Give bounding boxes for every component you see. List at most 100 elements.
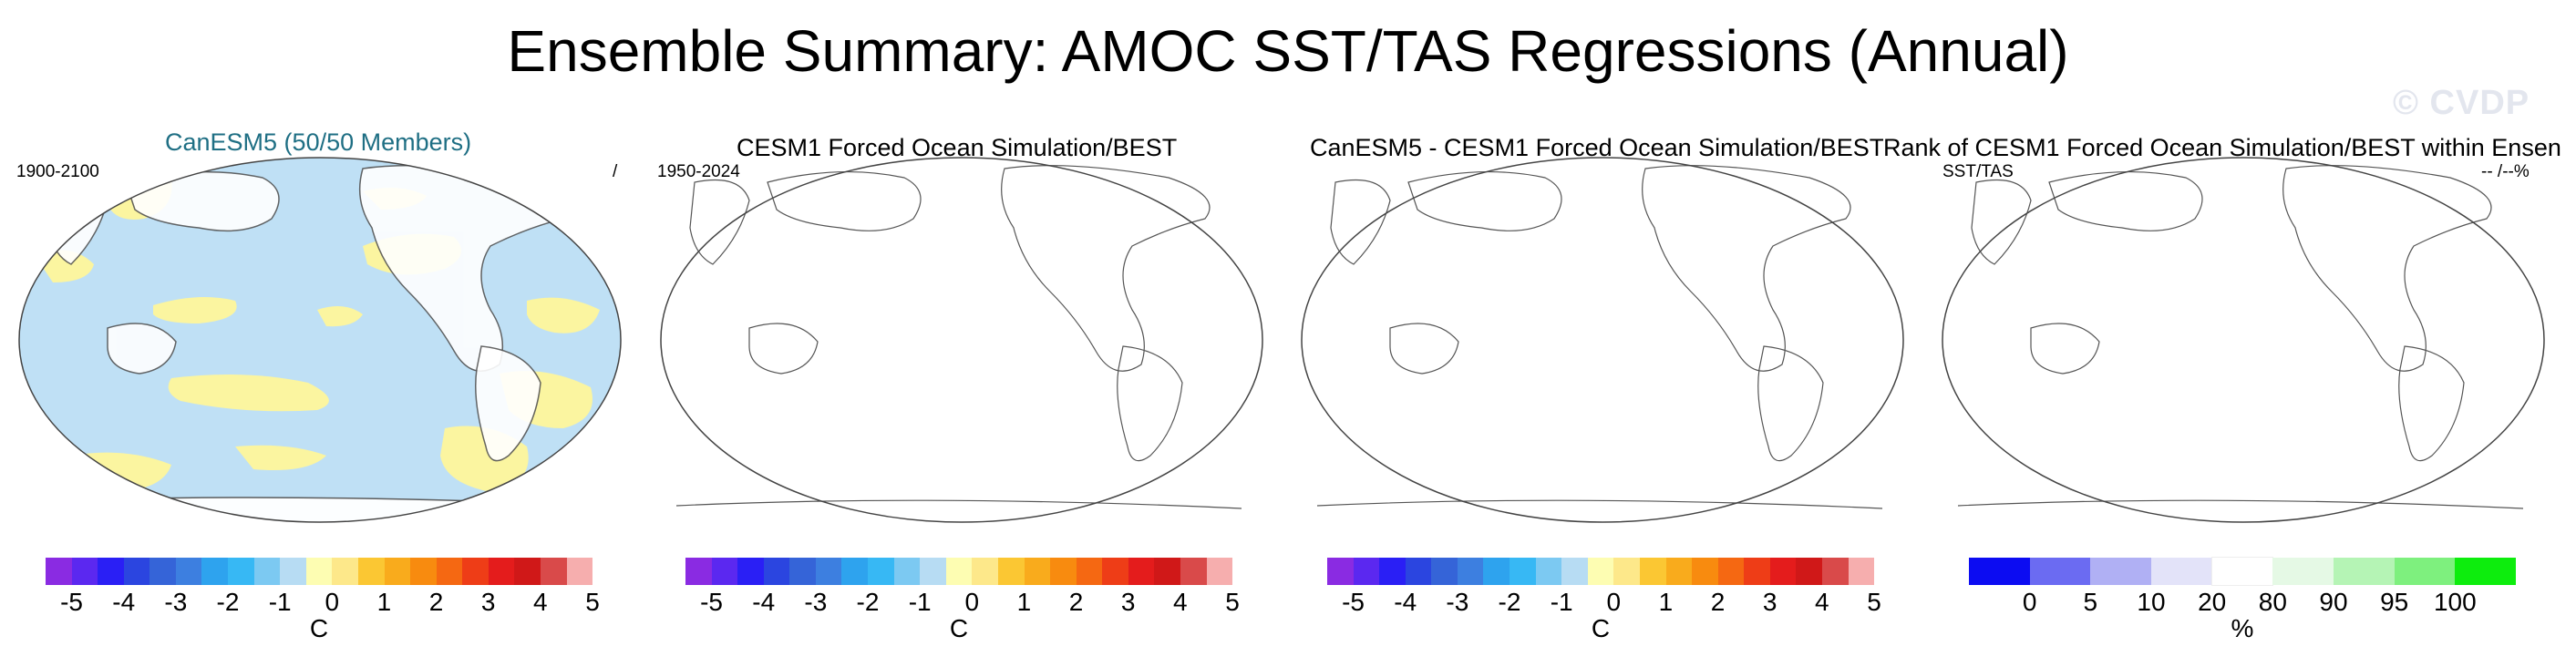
colorbar-swatch bbox=[1717, 558, 1745, 585]
colorbar-swatch bbox=[1050, 558, 1077, 585]
colorbar-swatch bbox=[1769, 558, 1797, 585]
panel-1-colorbar-unit: C bbox=[309, 614, 329, 642]
colorbar-swatch bbox=[71, 558, 98, 585]
colorbar-swatch bbox=[763, 558, 790, 585]
colorbar-swatch bbox=[488, 558, 515, 585]
colorbar-swatch bbox=[305, 558, 333, 585]
colorbar-swatch bbox=[1510, 558, 1536, 585]
colorbar-swatch bbox=[2334, 558, 2395, 585]
colorbar-swatch bbox=[1327, 558, 1354, 585]
colorbar-swatch bbox=[711, 558, 738, 585]
panel-1-tick-label: -2 bbox=[216, 588, 240, 616]
colorbar-swatch bbox=[175, 558, 202, 585]
panel-2-tick-label: 5 bbox=[1225, 588, 1240, 616]
colorbar-swatch bbox=[2210, 557, 2274, 586]
colorbar-swatch bbox=[1692, 558, 1718, 585]
panel-1-tick-label: -3 bbox=[164, 588, 188, 616]
colorbar-swatch bbox=[46, 558, 72, 585]
figure-title: Ensemble Summary: AMOC SST/TAS Regressio… bbox=[507, 18, 2069, 84]
panel-4-tick-label: 90 bbox=[2319, 588, 2348, 616]
colorbar-swatch bbox=[1587, 558, 1614, 585]
colorbar-swatch bbox=[1639, 558, 1666, 585]
panel-3-tick-label: 4 bbox=[1815, 588, 1829, 616]
colorbar-swatch bbox=[1665, 558, 1693, 585]
panel-1-tick-label: 2 bbox=[428, 588, 444, 616]
panel-2-tick-label: -2 bbox=[856, 588, 880, 616]
panel-3-title: CanESM5 - CESM1 Forced Ocean Simulation/… bbox=[1310, 134, 1885, 161]
colorbar-swatch bbox=[123, 558, 150, 585]
panel-2-tick-label: -1 bbox=[908, 588, 932, 616]
colorbar-swatch bbox=[1102, 558, 1128, 585]
colorbar-swatch bbox=[436, 558, 463, 585]
panel-4-colorbar-unit: % bbox=[2231, 614, 2254, 642]
colorbar-swatch bbox=[1379, 558, 1406, 585]
colorbar-swatch bbox=[815, 558, 842, 585]
colorbar-swatch bbox=[1180, 558, 1207, 585]
colorbar-swatch bbox=[2394, 558, 2456, 585]
colorbar-swatch bbox=[332, 558, 358, 585]
panel-4-left-label: SST/TAS bbox=[1942, 162, 2014, 181]
colorbar-swatch bbox=[997, 558, 1025, 585]
panel-3-tick-label: 1 bbox=[1658, 588, 1674, 616]
panel-1-title: CanESM5 (50/50 Members) bbox=[165, 128, 472, 156]
panel-1-period-label: 1900-2100 bbox=[16, 162, 99, 181]
colorbar-swatch bbox=[1154, 558, 1180, 585]
colorbar-swatch bbox=[357, 558, 385, 585]
colorbar-swatch bbox=[566, 558, 593, 585]
panel-3-tick-label: -1 bbox=[1550, 588, 1573, 616]
colorbar-swatch bbox=[1969, 558, 2030, 585]
panel-3-tick-label: 2 bbox=[1710, 588, 1726, 616]
cvdp-watermark: © CVDP bbox=[2393, 84, 2530, 122]
colorbar-swatch bbox=[868, 558, 894, 585]
panel-4-tick-label: 80 bbox=[2258, 588, 2287, 616]
colorbar-swatch bbox=[945, 558, 973, 585]
panel-3-tick-label: 5 bbox=[1867, 588, 1881, 616]
panel-2-tick-label: 0 bbox=[964, 588, 980, 616]
colorbar-swatch bbox=[2272, 558, 2334, 585]
panel-1-tick-label: 5 bbox=[585, 588, 600, 616]
panel-1-tick-label: 1 bbox=[376, 588, 392, 616]
panel-2-tick-label: 1 bbox=[1016, 588, 1032, 616]
colorbar-swatch bbox=[1431, 558, 1458, 585]
panel-2-title: CESM1 Forced Ocean Simulation/BEST bbox=[737, 134, 1178, 161]
colorbar-swatch bbox=[384, 558, 411, 585]
panel-3-map bbox=[1301, 157, 1904, 523]
panel-4-tick-label: 10 bbox=[2137, 588, 2166, 616]
colorbar-swatch bbox=[1535, 558, 1562, 585]
panel-2-colorbar-unit: C bbox=[949, 614, 969, 642]
panel-1-right-label: / bbox=[613, 162, 618, 181]
panel-3-colorbar-unit: C bbox=[1591, 614, 1611, 642]
colorbar-swatch bbox=[462, 558, 489, 585]
panel-1-tick-label: 3 bbox=[480, 588, 496, 616]
colorbar-swatch bbox=[1744, 558, 1770, 585]
colorbar-swatch bbox=[2151, 558, 2212, 585]
colorbar-swatch bbox=[893, 558, 921, 585]
colorbar-swatch bbox=[280, 558, 306, 585]
colorbar-swatch bbox=[1353, 558, 1380, 585]
colorbar-swatch bbox=[1848, 558, 1875, 585]
colorbar-swatch bbox=[201, 558, 229, 585]
colorbar-swatch bbox=[410, 558, 437, 585]
panel-2-tick-label: -3 bbox=[804, 588, 828, 616]
panel-1-tick-label: 0 bbox=[325, 588, 340, 616]
colorbar-swatch bbox=[2455, 558, 2517, 585]
colorbar-swatch bbox=[1821, 558, 1849, 585]
colorbar-swatch bbox=[972, 558, 998, 585]
colorbar-swatch bbox=[1405, 558, 1432, 585]
colorbar-swatch bbox=[1076, 558, 1103, 585]
panel-1-tick-label: -4 bbox=[112, 588, 136, 616]
panel-2-tick-label: 2 bbox=[1068, 588, 1084, 616]
colorbar-swatch bbox=[789, 558, 816, 585]
panel-4-colorbar bbox=[1969, 557, 2517, 586]
colorbar-swatch bbox=[1024, 558, 1051, 585]
panel-3-tick-label: -2 bbox=[1498, 588, 1521, 616]
panel-1-map bbox=[18, 157, 622, 523]
panel-1-tick-label: -5 bbox=[60, 588, 84, 616]
panel-4-right-label: -- /--% bbox=[2481, 162, 2530, 181]
colorbar-swatch bbox=[2090, 558, 2152, 585]
panel-2-tick-label: -5 bbox=[700, 588, 724, 616]
colorbar-swatch bbox=[1206, 558, 1233, 585]
panel-3-tick-label: -5 bbox=[1342, 588, 1365, 616]
panel-4-map bbox=[1942, 157, 2545, 523]
panel-4-tick-label: 5 bbox=[2083, 588, 2098, 616]
